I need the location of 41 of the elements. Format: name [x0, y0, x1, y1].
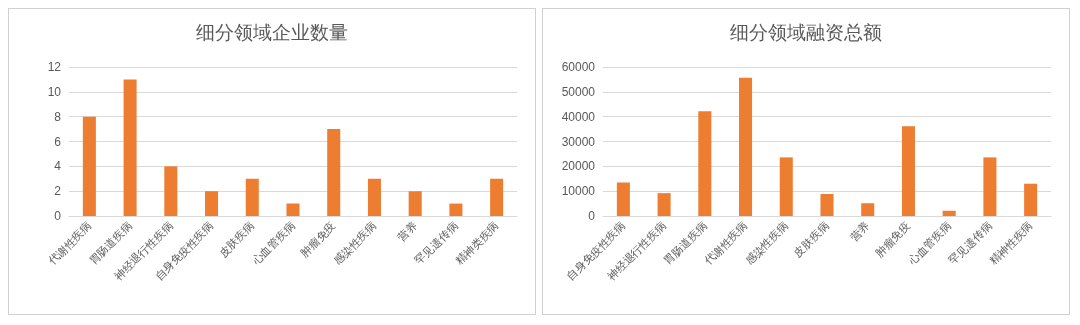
- bar: [449, 203, 463, 216]
- y-tick-label: 0: [588, 209, 596, 223]
- y-tick-label: 8: [54, 109, 62, 124]
- y-tick-label: 0: [54, 209, 62, 223]
- bar: [616, 182, 630, 216]
- bar: [164, 166, 178, 216]
- y-tick-label: 6: [54, 134, 62, 149]
- y-tick-label: 20000: [561, 159, 596, 174]
- bar: [123, 79, 137, 216]
- y-tick-label: 40000: [561, 109, 596, 124]
- bar: [942, 210, 956, 216]
- bar: [408, 191, 422, 216]
- chart-title: 细分领域融资总额: [730, 20, 882, 43]
- bar: [861, 203, 875, 216]
- bar: [245, 178, 259, 216]
- x-tick-label: 皮肤疾病: [791, 219, 832, 260]
- x-tick-label: 营养: [847, 219, 873, 245]
- bar: [286, 203, 300, 216]
- x-tick-label: 营养: [395, 219, 420, 245]
- bar: [779, 157, 793, 216]
- bar: [820, 193, 834, 216]
- bar: [327, 129, 341, 216]
- bar: [739, 77, 753, 216]
- chart-title: 细分领域企业数量: [196, 20, 348, 43]
- y-tick-label: 60000: [561, 60, 596, 74]
- y-tick-label: 4: [54, 159, 62, 174]
- y-tick-label: 50000: [561, 84, 596, 99]
- bar: [82, 116, 96, 216]
- bar: [657, 193, 671, 216]
- bar: [983, 157, 997, 216]
- y-tick-label: 12: [47, 60, 62, 74]
- bar: [490, 178, 504, 216]
- bar: [901, 126, 915, 216]
- bar: [1024, 183, 1038, 216]
- bar: [367, 178, 381, 216]
- bar: [698, 111, 712, 216]
- y-tick-label: 2: [54, 184, 62, 199]
- y-tick-label: 10: [47, 84, 62, 99]
- y-tick-label: 10000: [561, 184, 596, 199]
- y-tick-label: 30000: [561, 134, 596, 149]
- bar: [205, 191, 219, 216]
